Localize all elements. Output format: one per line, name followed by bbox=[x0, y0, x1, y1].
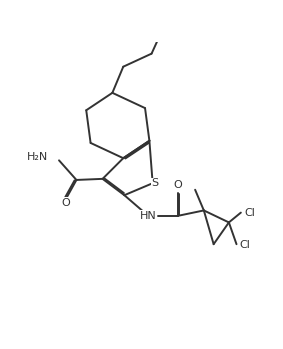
Text: O: O bbox=[61, 198, 70, 208]
Text: HN: HN bbox=[140, 211, 157, 221]
Text: S: S bbox=[151, 178, 158, 188]
Text: Cl: Cl bbox=[244, 208, 255, 218]
Text: Cl: Cl bbox=[240, 240, 251, 250]
Text: H₂N: H₂N bbox=[27, 152, 48, 162]
Text: O: O bbox=[173, 180, 182, 190]
